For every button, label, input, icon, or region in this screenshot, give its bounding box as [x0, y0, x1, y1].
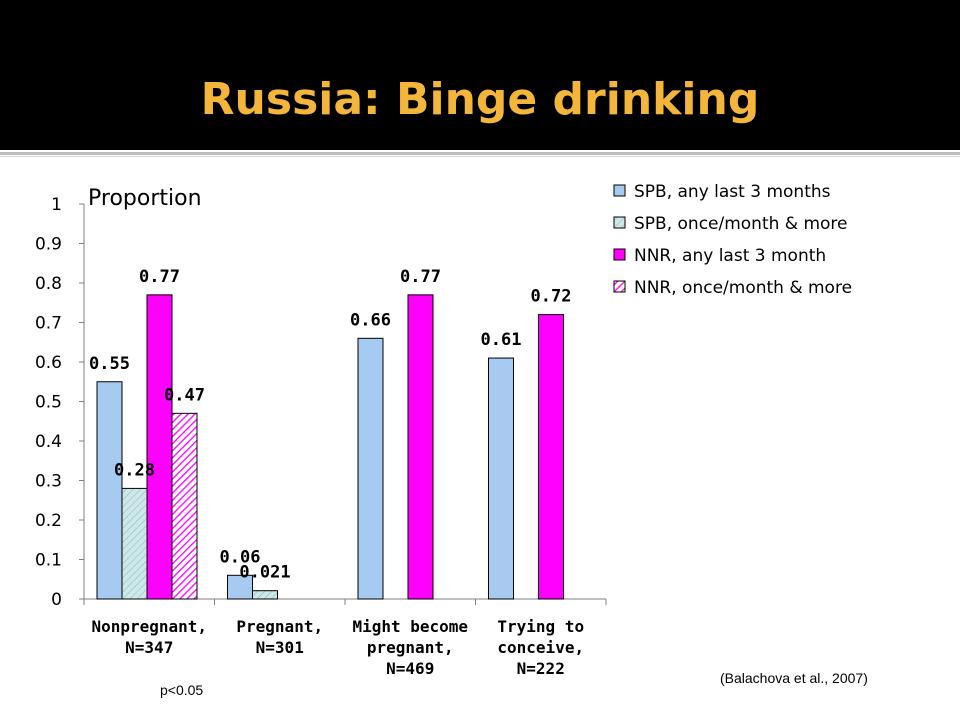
bar [227, 574, 253, 600]
x-tick-label: Might become [352, 617, 468, 636]
legend-swatch [613, 248, 626, 261]
y-tick-label: 0.4 [35, 432, 62, 452]
bar [407, 294, 434, 600]
y-tick-label: 0.2 [35, 511, 62, 531]
x-tick-label: pregnant, [367, 638, 454, 657]
bar [252, 590, 278, 600]
y-tick-label: 0.1 [35, 551, 62, 571]
bar [96, 381, 123, 600]
x-tick-label: conceive, [497, 638, 584, 657]
data-label: 0.66 [350, 310, 391, 330]
y-axis-title: Proportion [88, 186, 202, 211]
data-label: 0.06 [220, 547, 261, 567]
bar [538, 314, 564, 600]
y-tick-label: 0 [51, 590, 62, 610]
title-bar [0, 0, 960, 150]
bar-chart: 0 0.1 0.2 0.3 0.4 0.5 0.6 0.7 0.8 0.9 1 Proportion N… [35, 182, 852, 678]
data-label: 0.55 [89, 354, 130, 374]
data-label: 0.77 [139, 267, 180, 287]
data-label: 0.021 [239, 563, 290, 583]
title-divider [0, 152, 960, 155]
bar [146, 294, 173, 600]
slide-title: Russia: Binge drinking [200, 74, 760, 125]
data-label: 0.72 [531, 287, 572, 307]
legend-entry: NNR, once/month & more [634, 278, 852, 298]
citation: (Balachova et al., 2007) [720, 670, 868, 686]
y-tick-label: 0.3 [35, 472, 62, 492]
x-tick-label: N=222 [517, 659, 565, 678]
x-tick-label: Trying to [497, 617, 584, 636]
x-tick-label: N=347 [125, 638, 173, 657]
legend-swatch [613, 280, 626, 293]
bar [488, 357, 514, 600]
y-tick-label: 0.5 [35, 393, 62, 413]
y-tick-label: 0.6 [35, 353, 62, 373]
bar [357, 337, 384, 600]
legend-entry: SPB, any last 3 months [634, 182, 831, 202]
y-tick-label: 0.8 [35, 274, 62, 294]
legend-entry: SPB, once/month & more [634, 214, 848, 234]
x-tick-label: N=301 [256, 638, 304, 657]
title-divider-thin [0, 156, 960, 157]
x-tick-label: Pregnant, [236, 617, 323, 636]
legend-swatch [613, 216, 626, 229]
p-value-note: p<0.05 [160, 682, 204, 698]
data-label: 0.47 [164, 385, 205, 405]
legend-entry: NNR, any last 3 month [634, 246, 826, 266]
bar [121, 487, 148, 600]
y-tick-label: 0.7 [35, 314, 62, 334]
data-label: 0.61 [481, 330, 522, 350]
y-tick-label: 0.9 [35, 235, 62, 255]
x-tick-label: Nonpregnant, [91, 617, 207, 636]
legend-swatch [613, 184, 626, 197]
data-label: 0.28 [114, 460, 155, 480]
bar [171, 412, 198, 600]
y-tick-label: 1 [51, 195, 62, 215]
data-label: 0.77 [400, 267, 441, 287]
x-tick-label: N=469 [386, 659, 434, 678]
